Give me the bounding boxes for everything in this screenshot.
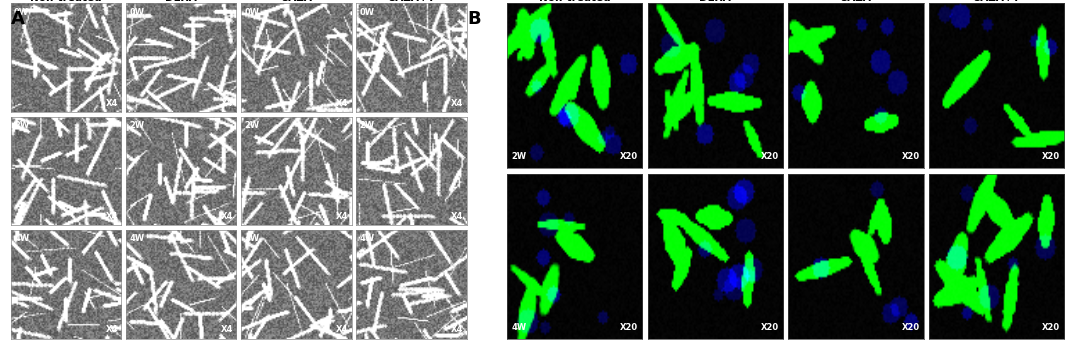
Text: X4: X4 (335, 99, 348, 108)
Title: DEXA: DEXA (166, 0, 197, 3)
Text: 2W: 2W (512, 152, 527, 161)
Text: X4: X4 (105, 99, 118, 108)
Title: Non-treated: Non-treated (30, 0, 102, 3)
Text: X4: X4 (335, 325, 348, 334)
Title: DEXA: DEXA (700, 0, 731, 3)
Text: X20: X20 (761, 323, 779, 332)
Text: X4: X4 (335, 212, 348, 221)
Text: 0W: 0W (244, 8, 259, 17)
Title: 5AZA: 5AZA (281, 0, 312, 3)
Text: 2W: 2W (244, 121, 259, 130)
Text: X20: X20 (620, 323, 639, 332)
Text: 2W: 2W (14, 121, 29, 130)
Text: 4W: 4W (512, 323, 527, 332)
Title: 5AZA+T: 5AZA+T (973, 0, 1020, 3)
Title: 5AZA: 5AZA (841, 0, 872, 3)
Text: 2W: 2W (129, 121, 144, 130)
Text: X20: X20 (1042, 152, 1060, 161)
Text: 4W: 4W (129, 234, 144, 243)
Title: Non-treated: Non-treated (539, 0, 611, 3)
Text: X20: X20 (902, 323, 919, 332)
Text: X4: X4 (450, 212, 463, 221)
Text: 2W: 2W (359, 121, 374, 130)
Text: X4: X4 (220, 99, 233, 108)
Text: 0W: 0W (129, 8, 144, 17)
Text: X4: X4 (220, 325, 233, 334)
Text: 4W: 4W (359, 234, 374, 243)
Text: 4W: 4W (244, 234, 259, 243)
Text: 0W: 0W (359, 8, 374, 17)
Text: X4: X4 (105, 212, 118, 221)
Text: X20: X20 (620, 152, 639, 161)
Text: X20: X20 (761, 152, 779, 161)
Text: 4W: 4W (14, 234, 29, 243)
Text: X4: X4 (105, 325, 118, 334)
Title: 5AZA+T: 5AZA+T (388, 0, 434, 3)
Text: B: B (468, 10, 482, 28)
Text: A: A (11, 10, 25, 28)
Text: 0W: 0W (14, 8, 29, 17)
Text: X20: X20 (1042, 323, 1060, 332)
Text: X4: X4 (450, 99, 463, 108)
Text: X4: X4 (220, 212, 233, 221)
Text: X20: X20 (902, 152, 919, 161)
Text: X4: X4 (450, 325, 463, 334)
